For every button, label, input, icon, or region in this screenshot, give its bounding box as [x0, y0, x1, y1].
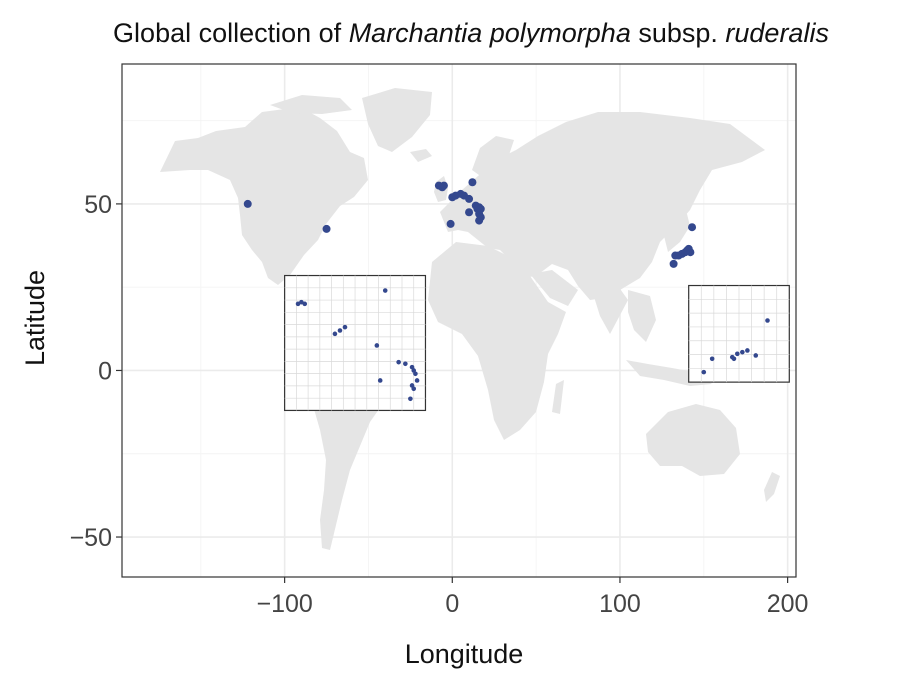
landmass-australia [646, 404, 740, 476]
landmass-africa [428, 242, 566, 440]
y-tick-label: −50 [70, 524, 112, 552]
insets [284, 274, 790, 412]
x-tick-label: 200 [767, 590, 809, 618]
inset-point [740, 349, 745, 355]
landmass-iceland [410, 149, 432, 162]
collection-point [322, 224, 331, 233]
inset-point [745, 348, 750, 353]
inset-point [731, 356, 737, 362]
collection-point [243, 199, 252, 208]
collection-point [446, 219, 455, 228]
landmass-new-zealand [764, 472, 780, 502]
collection-point [439, 181, 448, 190]
chart-title: Global collection of Marchantia polymorp… [113, 18, 829, 48]
inset-point [374, 343, 380, 348]
title-part-2: Marchantia polymorpha [349, 18, 631, 48]
inset-point [411, 386, 417, 392]
plot-panel-border [121, 63, 797, 578]
x-tick-label: 0 [445, 590, 459, 618]
y-axis-title: Latitude [20, 270, 50, 366]
x-axis-title: Longitude [405, 639, 524, 669]
landmass-greenland [362, 88, 432, 152]
inset-point [396, 359, 401, 365]
x-tick-label: 100 [599, 590, 641, 618]
inset-point [342, 324, 348, 330]
inset-point [414, 378, 420, 383]
landmass-scandinavia [472, 136, 514, 180]
inset-point [377, 378, 383, 383]
collection-point [465, 194, 474, 203]
y-tick-label: 50 [84, 191, 112, 219]
collection-point [465, 208, 474, 217]
inset-point [709, 356, 715, 362]
landmass-arctic-islands [270, 95, 352, 114]
inset-point [337, 328, 343, 333]
title-part-4: ruderalis [725, 18, 829, 48]
x-tick-label: −100 [256, 590, 312, 618]
landmass-india [590, 284, 628, 334]
inset-point [408, 396, 413, 402]
collection-point [669, 259, 678, 268]
inset-europe [284, 274, 427, 412]
inset-point [753, 353, 759, 358]
landmass-arabia [530, 270, 578, 306]
collection-point [688, 223, 697, 232]
inset-point [701, 369, 707, 375]
inset-point [403, 361, 408, 367]
landmass-japan [664, 210, 690, 252]
inset-point [332, 331, 338, 337]
landmass-eurasia [440, 112, 765, 300]
collection-point [475, 216, 484, 225]
inset-point [382, 288, 388, 293]
inset-point [735, 351, 740, 357]
collection-point [468, 178, 477, 187]
collection-point [686, 248, 695, 257]
inset-point [302, 301, 308, 307]
landmass-madagascar [552, 380, 564, 414]
inset-japan [688, 284, 790, 383]
landmass-southeast-asia [628, 290, 656, 342]
inset-point [413, 371, 418, 377]
y-tick-label: 0 [98, 357, 112, 385]
title-part-1: Global collection of [113, 18, 349, 48]
landmass-north-america [160, 107, 368, 285]
inset-point [765, 318, 770, 323]
collection-points [243, 178, 697, 268]
axis-ticks: −100 0 100 200 −50 0 50 [70, 191, 809, 618]
title-part-3: subsp. [631, 18, 726, 48]
